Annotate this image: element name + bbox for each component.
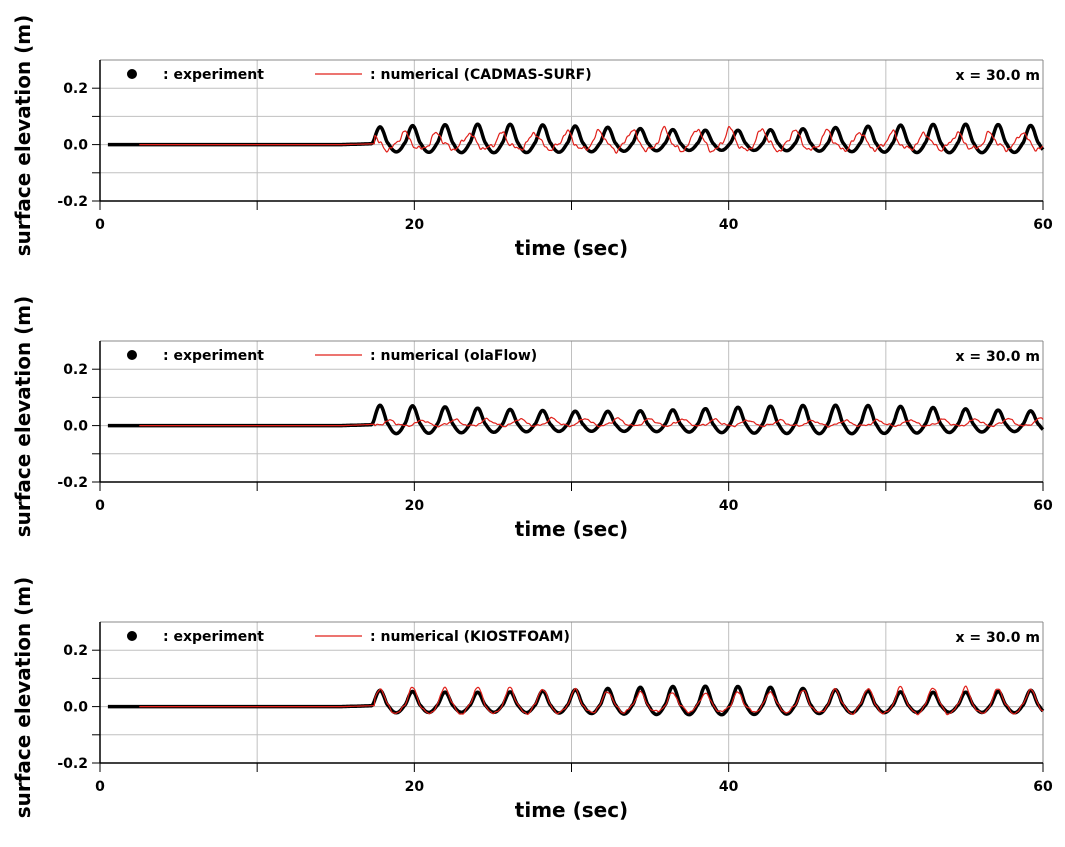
y-tick-label: -0.2 bbox=[57, 475, 88, 491]
legend-marker-experiment bbox=[127, 69, 137, 79]
x-axis-title: time (sec) bbox=[515, 517, 628, 541]
series-line-numerical bbox=[139, 416, 1044, 428]
x-tick-label: 0 bbox=[95, 217, 105, 233]
legend-label-experiment: : experiment bbox=[163, 67, 264, 83]
legend-marker-experiment bbox=[127, 631, 137, 641]
legend-label-experiment: : experiment bbox=[163, 348, 264, 364]
x-tick-label: 20 bbox=[405, 779, 425, 795]
series-line-numerical bbox=[139, 125, 1044, 154]
x-tick-label: 60 bbox=[1033, 498, 1053, 514]
legend-label-experiment: : experiment bbox=[163, 629, 264, 645]
legend-label-numerical: : numerical (CADMAS-SURF) bbox=[370, 67, 592, 83]
y-axis-title: surface elevation (m) bbox=[11, 577, 35, 819]
legend-label-numerical: : numerical (olaFlow) bbox=[370, 348, 537, 364]
legend-marker-experiment bbox=[127, 350, 137, 360]
y-tick-label: -0.2 bbox=[57, 756, 88, 772]
x-tick-label: 40 bbox=[719, 498, 739, 514]
x-tick-label: 20 bbox=[405, 498, 425, 514]
x-tick-label: 0 bbox=[95, 779, 105, 795]
y-tick-label: 0.2 bbox=[63, 362, 88, 378]
x-tick-label: 40 bbox=[719, 217, 739, 233]
annotation-location: x = 30.0 m bbox=[955, 68, 1040, 84]
series-line-numerical bbox=[139, 685, 1044, 716]
chart-panel-1: 0 20 40 60 -0.2 0.0 0.2 time (sec) surface eleva… bbox=[11, 15, 1053, 260]
y-axis-title: surface elevation (m) bbox=[11, 296, 35, 538]
x-tick-label: 60 bbox=[1033, 779, 1053, 795]
y-tick-label: 0.2 bbox=[63, 643, 88, 659]
legend-label-numerical: : numerical (KIOSTFOAM) bbox=[370, 629, 570, 645]
annotation-location: x = 30.0 m bbox=[955, 349, 1040, 365]
x-axis-title: time (sec) bbox=[515, 798, 628, 822]
y-tick-label: -0.2 bbox=[57, 194, 88, 210]
chart-panel-3: 0 20 40 60 -0.2 0.0 0.2 time (sec) surface eleva… bbox=[11, 577, 1053, 822]
x-tick-label: 60 bbox=[1033, 217, 1053, 233]
y-tick-label: 0.0 bbox=[63, 700, 88, 716]
y-tick-label: 0.0 bbox=[63, 138, 88, 154]
x-axis-title: time (sec) bbox=[515, 236, 628, 260]
x-tick-label: 0 bbox=[95, 498, 105, 514]
x-tick-label: 40 bbox=[719, 779, 739, 795]
y-tick-label: 0.2 bbox=[63, 81, 88, 97]
y-tick-label: 0.0 bbox=[63, 419, 88, 435]
y-axis-title: surface elevation (m) bbox=[11, 15, 35, 257]
annotation-location: x = 30.0 m bbox=[955, 630, 1040, 646]
x-tick-label: 20 bbox=[405, 217, 425, 233]
chart-panel-2: 0 20 40 60 -0.2 0.0 0.2 time (sec) surface eleva… bbox=[11, 296, 1053, 541]
